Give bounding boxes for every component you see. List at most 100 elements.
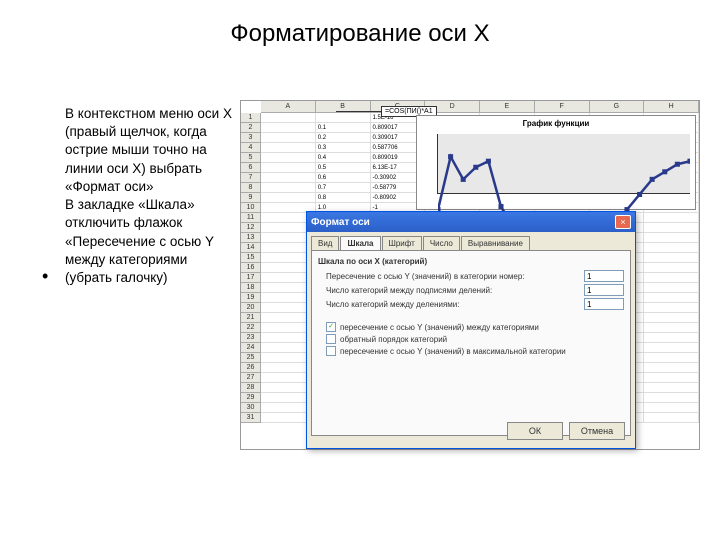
dialog-tabs: ВидШкалаШрифтЧислоВыравнивание: [307, 232, 635, 250]
cell[interactable]: [261, 143, 316, 153]
instruction-text: В контекстном меню оси Х (правый щелчок,…: [65, 105, 235, 287]
cell[interactable]: 0.5: [316, 163, 371, 173]
row-header[interactable]: 24: [241, 343, 261, 353]
dialog-body: Шкала по оси X (категорий) Пересечение с…: [311, 250, 631, 436]
row-header[interactable]: 4: [241, 143, 261, 153]
cell[interactable]: [644, 323, 699, 333]
tab-0[interactable]: Вид: [311, 236, 339, 250]
row-header[interactable]: 12: [241, 223, 261, 233]
instruction-p1: В контекстном меню оси Х (правый щелчок,…: [65, 105, 235, 196]
row-header[interactable]: 27: [241, 373, 261, 383]
row-labels: Число категорий между подписями делений:: [326, 284, 624, 296]
cell[interactable]: [261, 153, 316, 163]
cell[interactable]: [644, 293, 699, 303]
close-icon[interactable]: ×: [615, 215, 631, 229]
row-header[interactable]: 6: [241, 163, 261, 173]
row-header[interactable]: 11: [241, 213, 261, 223]
cell[interactable]: 0.4: [316, 153, 371, 163]
cell[interactable]: [644, 383, 699, 393]
row-header[interactable]: 23: [241, 333, 261, 343]
formula-arrow: [336, 111, 381, 112]
checkbox-max-label: пересечение с осью Y (значений) в максим…: [340, 347, 566, 356]
row-header[interactable]: 22: [241, 323, 261, 333]
tab-1[interactable]: Шкала: [340, 236, 380, 250]
row-header[interactable]: 7: [241, 173, 261, 183]
row-headers: 1234567891011121314151617181920212223242…: [241, 113, 261, 423]
row-header[interactable]: 8: [241, 183, 261, 193]
cell[interactable]: [644, 313, 699, 323]
cell[interactable]: [261, 193, 316, 203]
row-header[interactable]: 30: [241, 403, 261, 413]
col-header[interactable]: F: [535, 101, 590, 112]
row-intersect: Пересечение с осью Y (значений) в катего…: [326, 270, 624, 282]
excel-screenshot: ABCDEFGH 1234567891011121314151617181920…: [240, 100, 700, 450]
row-header[interactable]: 18: [241, 283, 261, 293]
cell[interactable]: [261, 163, 316, 173]
cell[interactable]: [644, 333, 699, 343]
column-headers: ABCDEFGH: [261, 101, 699, 113]
row-header[interactable]: 14: [241, 243, 261, 253]
row-header[interactable]: 10: [241, 203, 261, 213]
row-header[interactable]: 29: [241, 393, 261, 403]
cell[interactable]: 0.3: [316, 143, 371, 153]
checkbox-between-label: пересечение с осью Y (значений) между ка…: [340, 323, 539, 332]
cell[interactable]: [644, 343, 699, 353]
row-header[interactable]: 31: [241, 413, 261, 423]
cell[interactable]: [261, 123, 316, 133]
col-header[interactable]: A: [261, 101, 316, 112]
row-header[interactable]: 9: [241, 193, 261, 203]
cell[interactable]: 0.2: [316, 133, 371, 143]
cell[interactable]: 0.8: [316, 193, 371, 203]
checkbox-icon: ✓: [326, 322, 336, 332]
row-header[interactable]: 2: [241, 123, 261, 133]
row-header[interactable]: 3: [241, 133, 261, 143]
cell[interactable]: [644, 403, 699, 413]
embedded-chart: График функции: [416, 115, 696, 210]
chart-plot-area: [437, 134, 690, 194]
cell[interactable]: [644, 353, 699, 363]
row-labels-input[interactable]: [584, 284, 624, 296]
tab-3[interactable]: Число: [423, 236, 460, 250]
cell[interactable]: 0.6: [316, 173, 371, 183]
cell[interactable]: [316, 113, 371, 123]
page-title: Форматирование оси Х: [0, 0, 720, 48]
row-header[interactable]: 20: [241, 303, 261, 313]
cell[interactable]: [644, 363, 699, 373]
ok-button[interactable]: ОК: [507, 422, 563, 440]
bullet: •: [42, 266, 48, 287]
row-header[interactable]: 19: [241, 293, 261, 303]
tab-4[interactable]: Выравнивание: [461, 236, 530, 250]
cell[interactable]: [644, 393, 699, 403]
cell[interactable]: 0.7: [316, 183, 371, 193]
cell[interactable]: 0.1: [316, 123, 371, 133]
row-intersect-input[interactable]: [584, 270, 624, 282]
dialog-titlebar[interactable]: Формат оси ×: [307, 212, 635, 232]
row-intersect-label: Пересечение с осью Y (значений) в катего…: [326, 272, 584, 281]
checkbox-reverse[interactable]: обратный порядок категорий: [326, 334, 624, 344]
checkbox-max[interactable]: пересечение с осью Y (значений) в максим…: [326, 346, 624, 356]
row-header[interactable]: 13: [241, 233, 261, 243]
row-header[interactable]: 28: [241, 383, 261, 393]
row-ticks-input[interactable]: [584, 298, 624, 310]
row-header[interactable]: 21: [241, 313, 261, 323]
row-header[interactable]: 25: [241, 353, 261, 363]
row-header[interactable]: 16: [241, 263, 261, 273]
col-header[interactable]: H: [644, 101, 699, 112]
row-header[interactable]: 5: [241, 153, 261, 163]
cell[interactable]: [261, 133, 316, 143]
row-header[interactable]: 15: [241, 253, 261, 263]
cancel-button[interactable]: Отмена: [569, 422, 625, 440]
cell[interactable]: [644, 373, 699, 383]
cell[interactable]: [261, 183, 316, 193]
col-header[interactable]: E: [480, 101, 535, 112]
cell[interactable]: [644, 303, 699, 313]
tab-2[interactable]: Шрифт: [382, 236, 422, 250]
cell[interactable]: [261, 113, 316, 123]
row-header[interactable]: 17: [241, 273, 261, 283]
checkbox-between[interactable]: ✓ пересечение с осью Y (значений) между …: [326, 322, 624, 332]
cell[interactable]: [261, 173, 316, 183]
row-header[interactable]: 26: [241, 363, 261, 373]
col-header[interactable]: G: [590, 101, 645, 112]
cell[interactable]: [644, 413, 699, 423]
row-header[interactable]: 1: [241, 113, 261, 123]
